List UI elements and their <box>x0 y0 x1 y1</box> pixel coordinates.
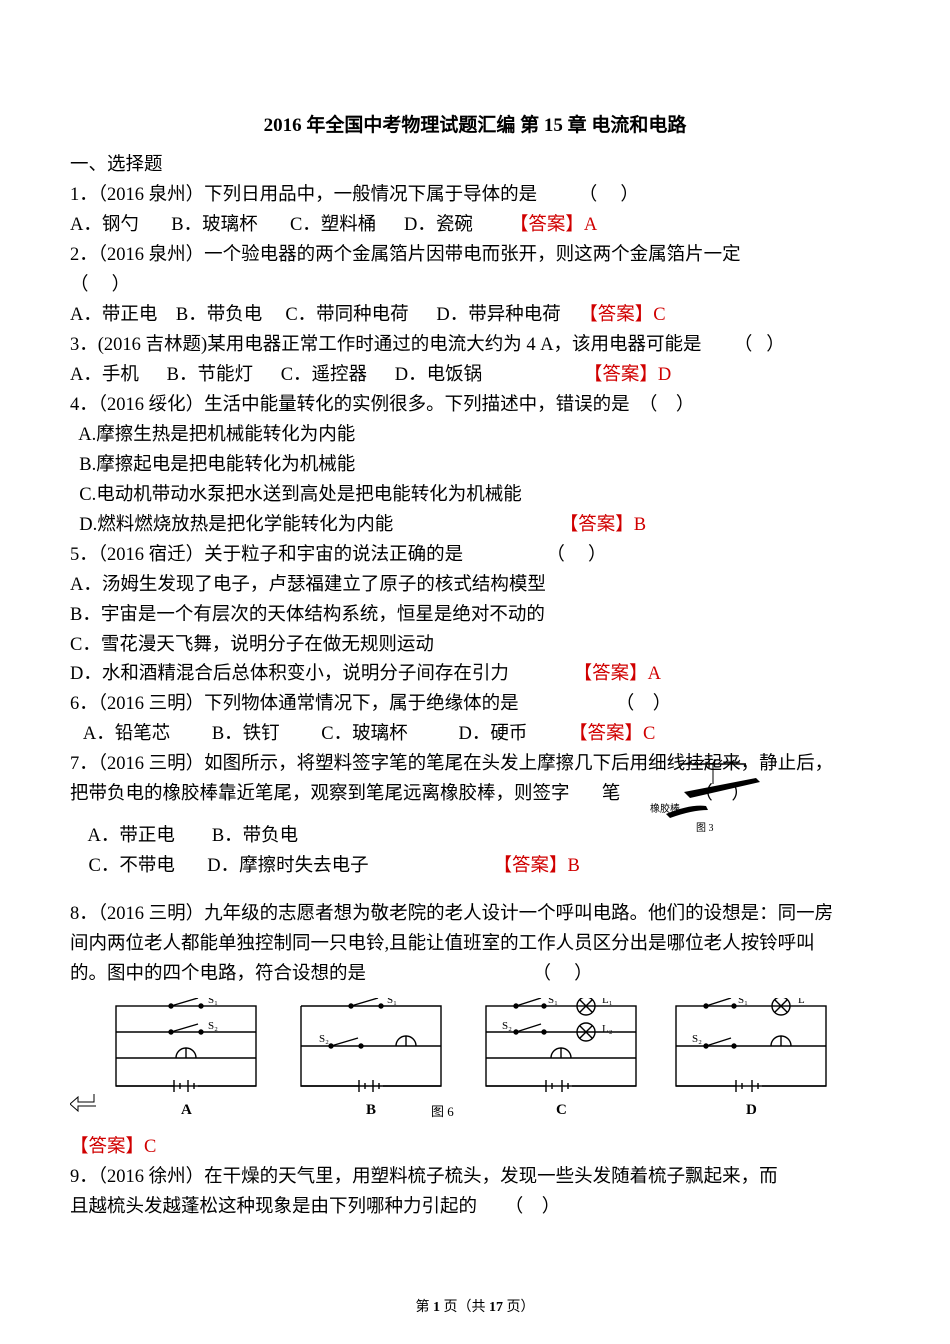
q4-opt-a: A.摩擦生热是把机械能转化为内能 <box>70 421 880 451</box>
q2-stem-1: 2．（2016 泉州）一个验电器的两个金属箔片因带电而张开，则这两个金属箔片一定 <box>70 241 880 271</box>
q6-answer: 【答案】C <box>569 724 655 744</box>
svg-text:S₂: S₂ <box>319 1033 329 1045</box>
q1-answer: 【答案】A <box>510 215 597 235</box>
q1-stem: 1．（2016 泉州）下列日用品中，一般情况下属于导体的是 （ ） <box>70 181 880 211</box>
svg-text:B: B <box>366 1102 376 1118</box>
q5-answer: 【答案】A <box>574 664 661 684</box>
section-heading: 一、选择题 <box>70 151 880 181</box>
q7-fig-label-rod: 橡胶棒 <box>650 802 680 815</box>
svg-text:S₂: S₂ <box>502 1020 512 1032</box>
return-arrow-icon <box>70 1092 96 1112</box>
q5-opt-c: C．雪花漫天飞舞，说明分子在做无规则运动 <box>70 631 880 661</box>
q1-options: A．钢勺 B．玻璃杯 C．塑料桶 D．瓷碗 【答案】A <box>70 211 880 241</box>
q7-opts-cd: C．不带电 D．摩擦时失去电子 【答案】B <box>70 852 880 882</box>
q2-options: A．带正电 B．带负电 C．带同种电荷 D．带异种电荷 【答案】C <box>70 301 880 331</box>
svg-text:S₁: S₁ <box>738 998 748 1006</box>
q6-options: A．铅笔芯 B．铁钉 C．玻璃杯 D．硬币 【答案】C <box>70 720 880 750</box>
q7-answer: 【答案】B <box>493 856 579 876</box>
q5-stem: 5．（2016 宿迁）关于粒子和宇宙的说法正确的是 （ ） <box>70 541 880 571</box>
svg-text:S₁: S₁ <box>548 998 558 1006</box>
q4-answer: 【答案】B <box>560 515 646 535</box>
svg-text:A: A <box>181 1102 192 1118</box>
q9-stem-1: 9．（2016 徐州）在干燥的天气里，用塑料梳子梳头，发现一些头发随着梳子飘起来… <box>70 1163 880 1193</box>
q4-stem: 4．（2016 绥化）生活中能量转化的实例很多。下列描述中，错误的是 （ ） <box>70 391 880 421</box>
q8-answer: 【答案】C <box>70 1133 880 1163</box>
svg-text:L₁: L₁ <box>602 998 613 1006</box>
svg-text:L₂: L₂ <box>602 1023 613 1035</box>
svg-text:L: L <box>798 998 805 1006</box>
spacer <box>70 882 880 900</box>
q4-opt-c: C.电动机带动水泵把水送到高处是把电能转化为机械能 <box>70 481 880 511</box>
q8-figure: S₁ S₂ A S₁ S₂ B 图 6 S₁ S₂ L₁ L₂ C <box>106 998 846 1126</box>
q2-answer: 【答案】C <box>579 305 665 325</box>
svg-text:S₂: S₂ <box>208 1020 218 1032</box>
svg-text:D: D <box>746 1102 757 1118</box>
q6-stem: 6．（2016 三明）下列物体通常情况下，属于绝缘体的是 （ ） <box>70 690 880 720</box>
q2-stem-2: （ ） <box>70 271 880 301</box>
q3-stem: 3．(2016 吉林题)某用电器正常工作时通过的电流大约为 4 A，该用电器可能… <box>70 331 880 361</box>
q7-figure: 橡胶棒 图 3 <box>650 758 770 834</box>
q5-opt-b: B．宇宙是一个有层次的天体结构系统，恒星是绝对不动的 <box>70 601 880 631</box>
q5-opt-d: D．水和酒精混合后总体积变小，说明分子间存在引力 【答案】A <box>70 660 880 690</box>
q8-stem-2: 间内两位老人都能单独控制同一只电铃,且能让值班室的工作人员区分出是哪位老人按铃呼… <box>70 930 880 960</box>
q3-options: A．手机 B．节能灯 C．遥控器 D．电饭锅 【答案】D <box>70 361 880 391</box>
q9-stem-2: 且越梳头发越蓬松这种现象是由下列哪种力引起的 （ ） <box>70 1193 880 1223</box>
svg-text:S₁: S₁ <box>208 998 218 1006</box>
q8-stem-1: 8．（2016 三明）九年级的志愿者想为敬老院的老人设计一个呼叫电路。他们的设想… <box>70 900 880 930</box>
q7-fig-label-caption: 图 3 <box>696 822 714 834</box>
svg-text:S₁: S₁ <box>387 998 397 1006</box>
doc-title: 2016 年全国中考物理试题汇编 第 15 章 电流和电路 <box>70 110 880 137</box>
svg-text:图 6: 图 6 <box>431 1104 454 1119</box>
svg-text:C: C <box>556 1102 567 1118</box>
q3-answer: 【答案】D <box>584 365 671 385</box>
svg-text:S₂: S₂ <box>692 1033 702 1045</box>
q8-stem-3: 的。图中的四个电路，符合设想的是 （ ） <box>70 960 880 990</box>
page-footer: 第 1 页（共 17 页） <box>0 1296 950 1316</box>
q4-opt-b: B.摩擦起电是把电能转化为机械能 <box>70 451 880 481</box>
q5-opt-a: A．汤姆生发现了电子，卢瑟福建立了原子的核式结构模型 <box>70 571 880 601</box>
q4-opt-d: D.燃料燃烧放热是把化学能转化为内能 【答案】B <box>70 511 880 541</box>
